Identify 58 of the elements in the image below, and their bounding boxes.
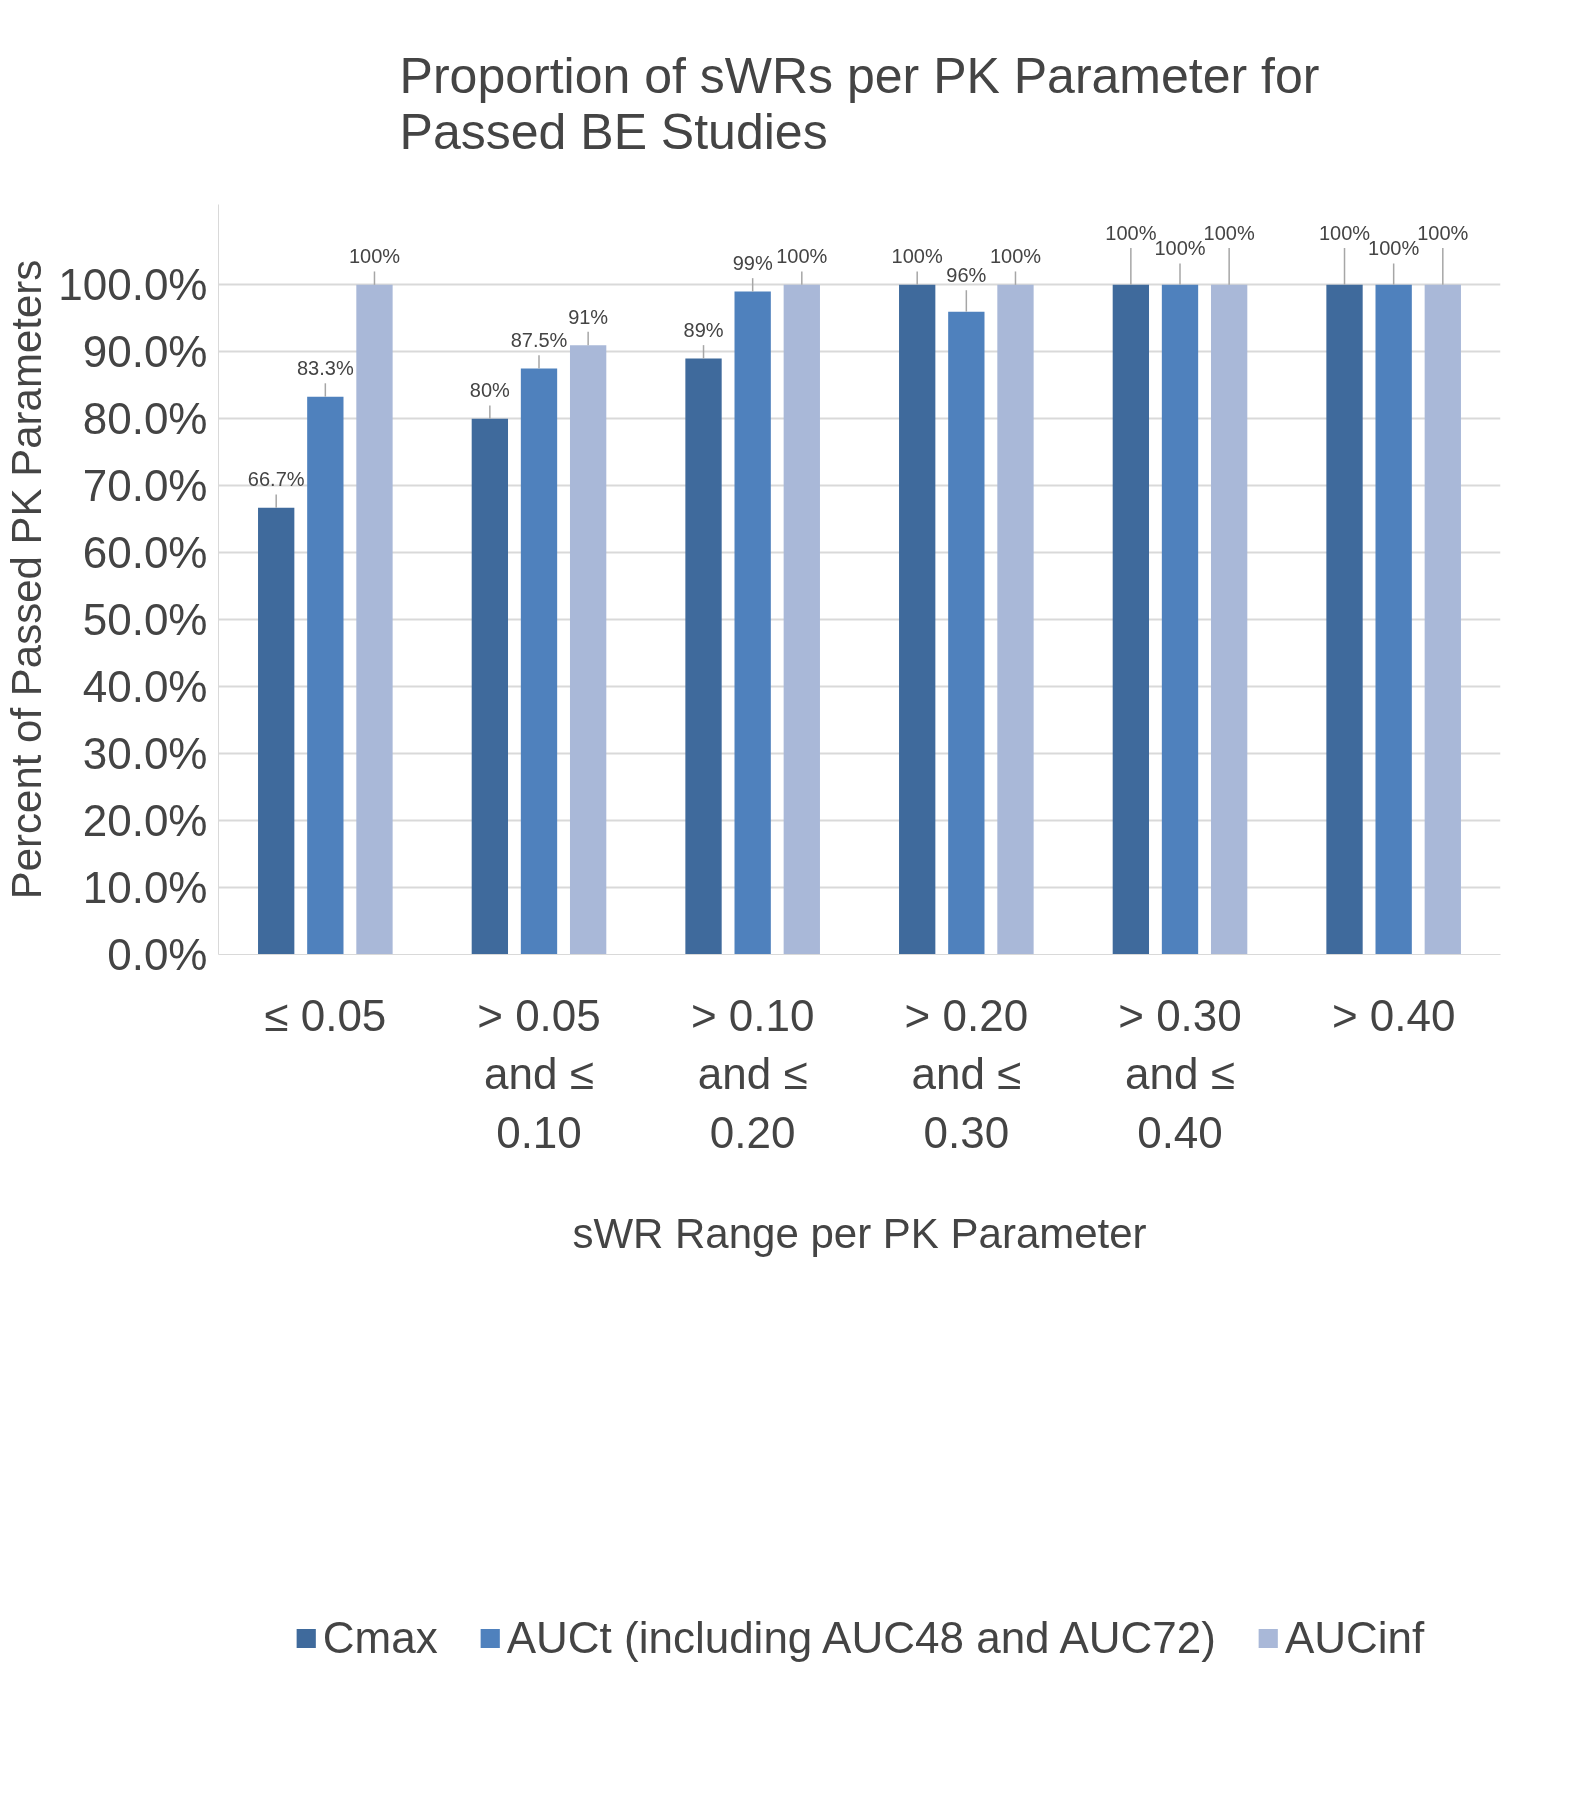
- legend-label: Cmax: [322, 1612, 438, 1663]
- x-tick-label: > 0.05 and ≤ 0.10: [477, 990, 601, 1158]
- data-label: 100%: [1105, 222, 1157, 245]
- bar: [1112, 284, 1150, 955]
- y-tick-label: 40.0%: [82, 662, 208, 712]
- data-label: 100%: [989, 245, 1042, 268]
- data-label: 99%: [732, 252, 773, 275]
- x-tick-label: > 0.30 and ≤ 0.40: [1118, 990, 1242, 1158]
- chart-title: Proportion of sWRs per PK Parameter for Passed BE Studies: [399, 47, 1320, 160]
- data-label: 89%: [683, 319, 724, 342]
- y-tick-label: 30.0%: [82, 729, 208, 779]
- bar: [899, 284, 936, 955]
- data-label: 100%: [1203, 222, 1255, 245]
- data-label: 100%: [1368, 237, 1420, 260]
- bar: [569, 345, 607, 955]
- bar: [1424, 284, 1461, 955]
- bar: [948, 311, 985, 955]
- data-label: 87.5%: [510, 329, 568, 352]
- x-tick-label: > 0.10 and ≤ 0.20: [690, 990, 815, 1158]
- data-label: 100%: [776, 245, 828, 268]
- bar: [258, 507, 295, 955]
- bar: [1210, 284, 1248, 955]
- bar: [307, 396, 344, 955]
- data-label: 100%: [1318, 222, 1371, 245]
- y-tick-label: 50.0%: [82, 595, 208, 645]
- bar: [471, 418, 509, 955]
- x-tick-label: > 0.40: [1331, 990, 1456, 1040]
- y-tick-label: 100.0%: [58, 260, 208, 310]
- y-tick-label: 10.0%: [82, 863, 208, 913]
- bar: [685, 358, 722, 955]
- data-label: 100%: [348, 245, 401, 268]
- bar: [734, 291, 771, 955]
- data-label: 91%: [568, 305, 609, 328]
- x-axis-title: sWR Range per PK Parameter: [572, 1210, 1147, 1258]
- y-axis-title: Percent of Passed PK Parameters: [3, 259, 51, 900]
- legend-label: AUCinf: [1284, 1612, 1425, 1663]
- y-tick-label: 20.0%: [82, 796, 208, 846]
- bar: [997, 284, 1034, 955]
- bar: [1161, 284, 1199, 955]
- data-label: 66.7%: [247, 468, 305, 491]
- legend-label: AUCt (including AUC48 and AUC72): [506, 1612, 1216, 1663]
- data-label: 80%: [469, 379, 511, 402]
- x-tick-label: ≤ 0.05: [264, 990, 387, 1040]
- bar: [520, 368, 558, 955]
- x-tick-label: > 0.20 and ≤ 0.30: [904, 990, 1029, 1158]
- data-label: 100%: [1417, 222, 1469, 245]
- y-tick-label: 0.0%: [107, 930, 208, 979]
- data-label: 96%: [946, 264, 987, 287]
- y-tick-label: 80.0%: [82, 394, 208, 444]
- data-label: 100%: [891, 245, 943, 268]
- y-tick-label: 90.0%: [82, 327, 208, 377]
- bar: [783, 284, 820, 955]
- data-label: 83.3%: [296, 357, 354, 380]
- bar: [1375, 284, 1412, 955]
- bar: [356, 284, 393, 955]
- y-tick-label: 70.0%: [82, 461, 208, 511]
- y-tick-label: 60.0%: [82, 528, 208, 578]
- bar: [1326, 284, 1363, 955]
